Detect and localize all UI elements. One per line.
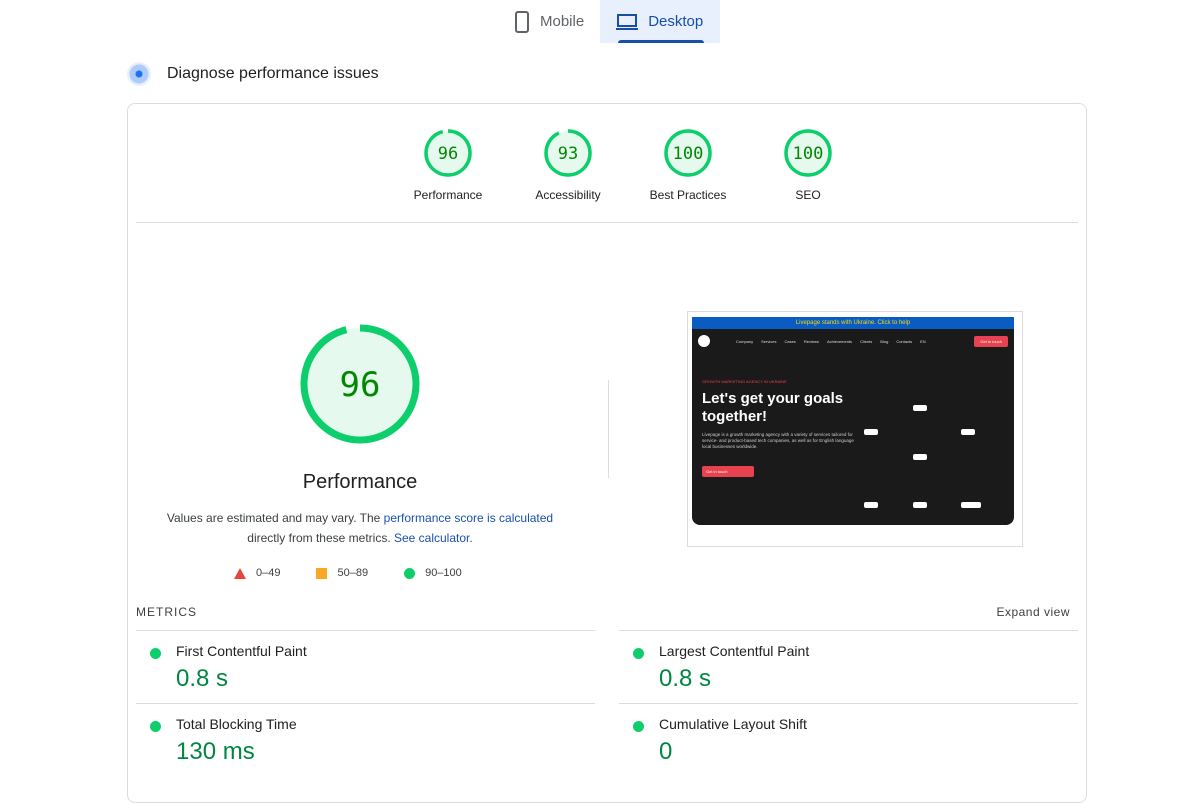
tab-desktop[interactable]: Desktop [600, 0, 721, 43]
performance-title: Performance [302, 471, 418, 493]
site-nav-item: Reviews [803, 338, 819, 344]
pass-circle-icon [404, 567, 416, 579]
laptop-icon [616, 13, 639, 30]
gauge-score: 100 [793, 144, 824, 164]
page-screenshot: Livepage stands with Ukraine. Click to h… [687, 311, 1023, 547]
metric-value: 0.8 s [659, 665, 712, 692]
site-description: Livepage is a growth marketing agency wi… [702, 432, 854, 449]
pass-circle-icon [150, 648, 161, 659]
site-nav-cta: Get in touch [974, 335, 1008, 347]
site-nav-item: Services [761, 338, 777, 344]
gauge-arc [664, 129, 712, 177]
gauge-score: 100 [673, 144, 704, 164]
site-headline: Let's get your goals together! [702, 390, 844, 425]
gauge-score: 96 [340, 365, 381, 405]
tab-label: Desktop [648, 13, 704, 30]
metrics-header: METRICS Expand view [136, 605, 1070, 619]
metric-item: Largest Contentful Paint 0.8 s [619, 630, 1078, 703]
score-gauge[interactable]: 96 Performance [388, 128, 508, 202]
site-cta: Get in touch [702, 466, 754, 477]
metric-name: Largest Contentful Paint [659, 643, 810, 659]
site-eyebrow: GROWTH MARKETING AGENCY IN UKRAINE [702, 379, 787, 384]
metric-item: Total Blocking Time 130 ms [136, 703, 595, 776]
site-nav: Company Services Cases Reviews Achievements C… [692, 329, 1014, 353]
section-header: Diagnose performance issues [127, 62, 379, 86]
phone-icon [515, 10, 529, 33]
metrics-label: METRICS [136, 605, 197, 619]
gauge-arc [544, 129, 592, 177]
ukraine-banner: Livepage stands with Ukraine. Click to h… [692, 317, 1014, 329]
score-gauge[interactable]: 100 SEO [748, 128, 868, 202]
site-nav-item: Clients [860, 338, 873, 344]
diagnose-icon [127, 62, 151, 86]
metrics-grid: First Contentful Paint 0.8 s Largest Conte… [136, 630, 1078, 776]
gauge-arc [784, 129, 832, 177]
chip [961, 429, 975, 435]
pass-circle-icon [633, 648, 644, 659]
expand-view-button[interactable]: Expand view [996, 605, 1070, 619]
pass-circle-icon [150, 721, 161, 732]
score-gauges: 96 Performance 93 Accessibility 100 Best Prac… [388, 128, 868, 202]
chip [913, 405, 927, 411]
metric-name: Total Blocking Time [176, 716, 297, 732]
score-calculated-link[interactable]: performance score is calculated [383, 511, 554, 525]
metric-value: 130 ms [176, 738, 255, 765]
divider [136, 222, 1078, 223]
pass-circle-icon [633, 721, 644, 732]
site-nav-item: EN [920, 338, 926, 344]
gauge-score: 93 [558, 144, 578, 164]
score-gauge[interactable]: 100 Best Practices [628, 128, 748, 202]
gauge-label: Best Practices [649, 188, 727, 202]
tab-label: Mobile [540, 13, 585, 30]
metric-value: 0.8 s [176, 665, 229, 692]
site-nav-item: Contacts [896, 338, 913, 344]
score-gauge[interactable]: 93 Accessibility [508, 128, 628, 202]
site-logo [698, 335, 710, 347]
site-nav-item: Blog [880, 338, 889, 344]
device-tabs: Mobile Desktop [498, 0, 721, 43]
gauge-label: Accessibility [535, 188, 601, 202]
gauge-arc [424, 129, 472, 177]
vertical-divider [608, 380, 609, 478]
metric-item: First Contentful Paint 0.8 s [136, 630, 595, 703]
chip [864, 502, 878, 508]
gauge-label: Performance [413, 188, 483, 202]
metric-value: 0 [659, 738, 673, 765]
fail-triangle-icon [234, 567, 246, 579]
chip [913, 454, 927, 460]
chip [864, 429, 878, 435]
chip [961, 502, 981, 508]
metric-name: Cumulative Layout Shift [659, 716, 807, 732]
tab-mobile[interactable]: Mobile [498, 0, 600, 43]
metric-item: Cumulative Layout Shift 0 [619, 703, 1078, 776]
average-square-icon [316, 567, 328, 579]
gauge-arc [300, 324, 420, 444]
score-legend: 0–49 50–89 90–100 [234, 567, 462, 579]
chip [913, 502, 927, 508]
report-card: 96 Performance 93 Accessibility 100 Best Prac… [127, 103, 1087, 803]
gauge-score: 96 [438, 144, 458, 164]
metric-name: First Contentful Paint [176, 643, 307, 659]
section-title: Diagnose performance issues [167, 65, 379, 82]
performance-gauge: 96 [300, 324, 420, 444]
site-nav-item: Cases [784, 338, 796, 344]
gauge-label: SEO [795, 188, 821, 202]
site-nav-item: Company [736, 338, 754, 344]
score-note: Values are estimated and may vary. The p… [166, 511, 554, 545]
see-calculator-link[interactable]: See calculator [393, 531, 470, 545]
site-nav-item: Achievements [826, 338, 853, 344]
